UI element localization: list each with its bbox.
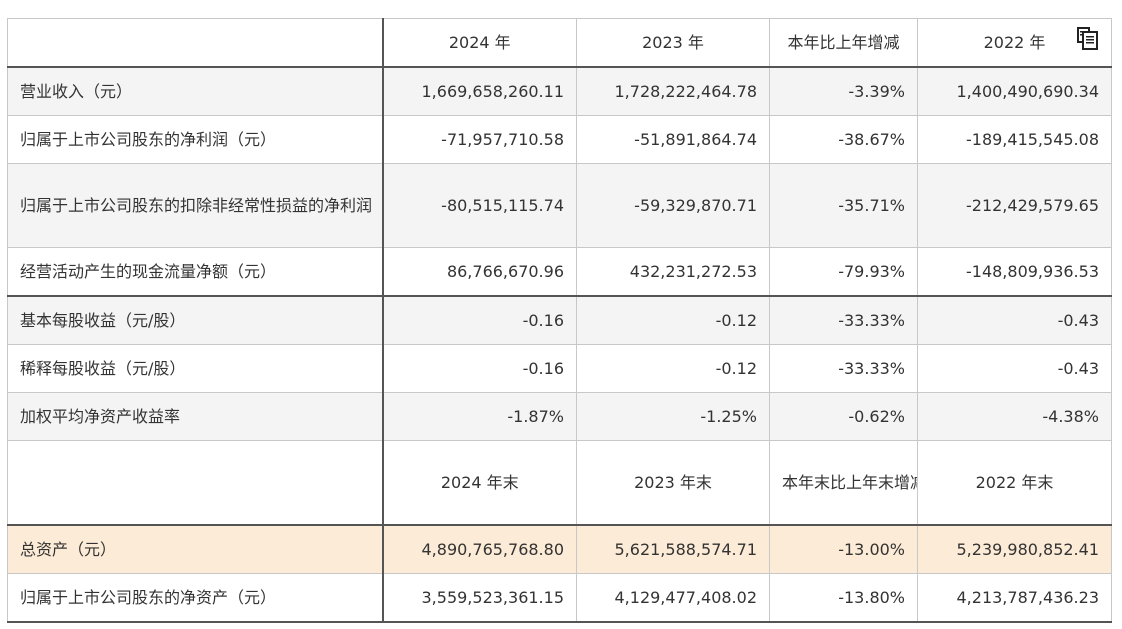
value-2024: 4,890,765,768.80 xyxy=(382,524,577,574)
value-change: -38.67% xyxy=(769,115,918,164)
value-2022: 5,239,980,852.41 xyxy=(917,524,1112,574)
table-row: 营业收入（元） 1,669,658,260.11 1,728,222,464.7… xyxy=(7,66,1112,116)
row-label: 营业收入（元） xyxy=(7,66,384,116)
row-label: 归属于上市公司股东的净利润（元） xyxy=(7,115,384,164)
copy-icon[interactable] xyxy=(1076,26,1098,50)
subheader-cell-2024: 2024 年末 xyxy=(382,440,577,526)
header-cell-2023: 2023 年 xyxy=(576,18,770,68)
table-row: 总资产（元） 4,890,765,768.80 5,621,588,574.71… xyxy=(7,524,1112,574)
value-change: -0.62% xyxy=(769,392,918,441)
table-row: 归属于上市公司股东的净利润（元） -71,957,710.58 -51,891,… xyxy=(7,115,1112,164)
value-2022: -148,809,936.53 xyxy=(917,247,1112,297)
value-change: -3.39% xyxy=(769,66,918,116)
table-row: 归属于上市公司股东的净资产（元） 3,559,523,361.15 4,129,… xyxy=(7,573,1112,623)
value-2023: -1.25% xyxy=(576,392,770,441)
subheader-cell-2022: 2022 年末 xyxy=(917,440,1112,526)
value-2023: 432,231,272.53 xyxy=(576,247,770,297)
value-change: -13.80% xyxy=(769,573,918,623)
table-subheader-row: 2024 年末 2023 年末 本年末比上年末增减 2022 年末 xyxy=(7,440,1112,526)
table-row: 稀释每股收益（元/股） -0.16 -0.12 -33.33% -0.43 xyxy=(7,344,1112,393)
value-2024: -1.87% xyxy=(382,392,577,441)
row-label: 归属于上市公司股东的扣除非经常性损益的净利润（元） xyxy=(7,163,384,248)
value-2024: 3,559,523,361.15 xyxy=(382,573,577,623)
value-2023: 4,129,477,408.02 xyxy=(576,573,770,623)
subheader-cell-change: 本年末比上年末增减 xyxy=(769,440,918,526)
value-2022: 1,400,490,690.34 xyxy=(917,66,1112,116)
value-2022: -4.38% xyxy=(917,392,1112,441)
value-2023: -59,329,870.71 xyxy=(576,163,770,248)
value-2024: 86,766,670.96 xyxy=(382,247,577,297)
subheader-cell-2023: 2023 年末 xyxy=(576,440,770,526)
value-2024: -0.16 xyxy=(382,344,577,393)
header-cell-change: 本年比上年增减 xyxy=(769,18,918,68)
value-change: -33.33% xyxy=(769,344,918,393)
value-2023: -51,891,864.74 xyxy=(576,115,770,164)
row-label: 稀释每股收益（元/股） xyxy=(7,344,384,393)
value-2023: -0.12 xyxy=(576,295,770,345)
table-row: 归属于上市公司股东的扣除非经常性损益的净利润（元） -80,515,115.74… xyxy=(7,163,1112,248)
value-2024: -71,957,710.58 xyxy=(382,115,577,164)
financial-table: 2024 年 2023 年 本年比上年增减 2022 年 营业收入（元） 1,6… xyxy=(7,18,1112,623)
value-2024: -0.16 xyxy=(382,295,577,345)
header-cell-empty xyxy=(7,18,384,68)
value-change: -13.00% xyxy=(769,524,918,574)
value-2022: -0.43 xyxy=(917,344,1112,393)
row-label: 经营活动产生的现金流量净额（元） xyxy=(7,247,384,297)
value-2023: 1,728,222,464.78 xyxy=(576,66,770,116)
subheader-cell-empty xyxy=(7,440,384,526)
value-2022: -212,429,579.65 xyxy=(917,163,1112,248)
value-change: -33.33% xyxy=(769,295,918,345)
value-change: -79.93% xyxy=(769,247,918,297)
value-2022: -0.43 xyxy=(917,295,1112,345)
header-cell-2024: 2024 年 xyxy=(382,18,577,68)
value-2024: 1,669,658,260.11 xyxy=(382,66,577,116)
table-row: 基本每股收益（元/股） -0.16 -0.12 -33.33% -0.43 xyxy=(7,295,1112,345)
row-label: 归属于上市公司股东的净资产（元） xyxy=(7,573,384,623)
row-label: 总资产（元） xyxy=(7,524,384,574)
value-2023: 5,621,588,574.71 xyxy=(576,524,770,574)
row-label: 加权平均净资产收益率 xyxy=(7,392,384,441)
value-change: -35.71% xyxy=(769,163,918,248)
row-label: 基本每股收益（元/股） xyxy=(7,295,384,345)
value-2024: -80,515,115.74 xyxy=(382,163,577,248)
table-row: 经营活动产生的现金流量净额（元） 86,766,670.96 432,231,2… xyxy=(7,247,1112,297)
value-2022: 4,213,787,436.23 xyxy=(917,573,1112,623)
table-row: 加权平均净资产收益率 -1.87% -1.25% -0.62% -4.38% xyxy=(7,392,1112,441)
value-2023: -0.12 xyxy=(576,344,770,393)
value-2022: -189,415,545.08 xyxy=(917,115,1112,164)
table-header-row: 2024 年 2023 年 本年比上年增减 2022 年 xyxy=(7,18,1112,68)
